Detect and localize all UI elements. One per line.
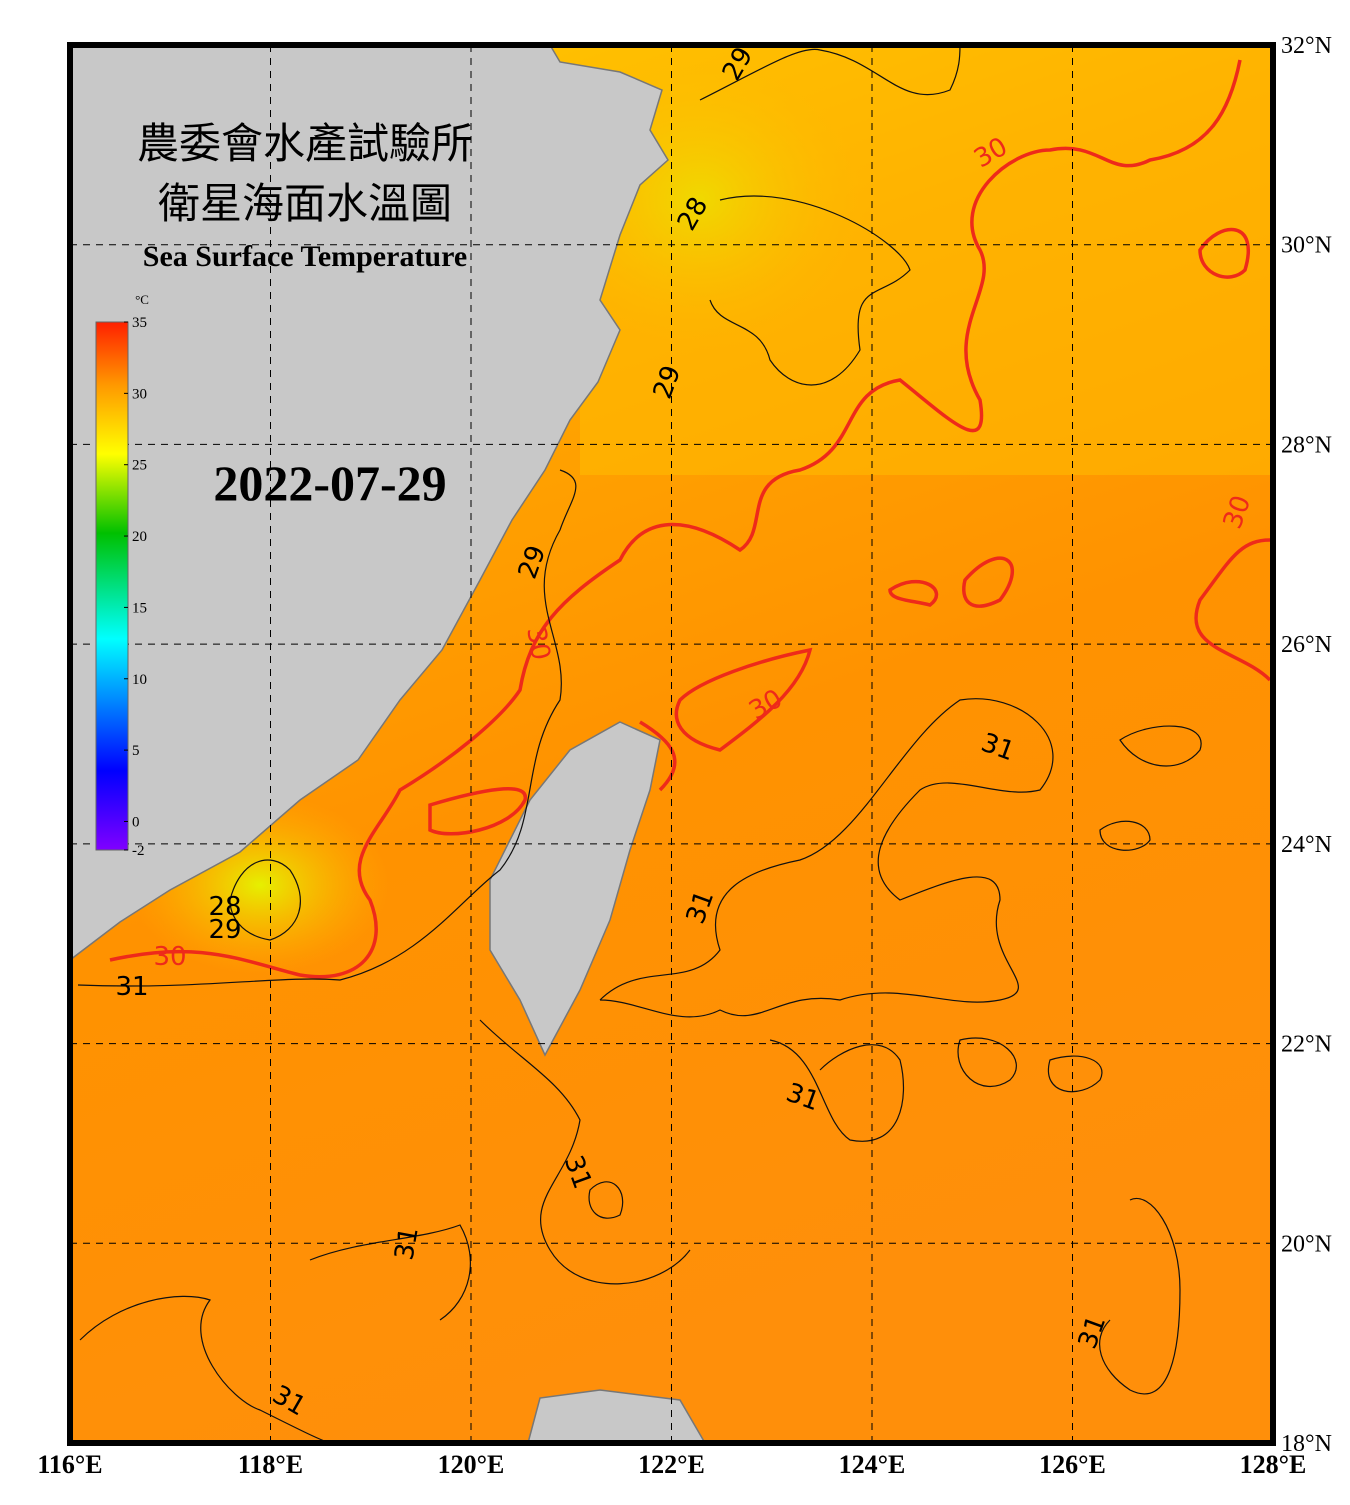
lat-label: 30°N	[1281, 233, 1332, 259]
lat-label: 22°N	[1281, 1032, 1332, 1058]
lat-label: 24°N	[1281, 832, 1332, 858]
lat-label: 28°N	[1281, 432, 1332, 458]
luzon	[527, 1389, 706, 1443]
lon-label: 126°E	[1039, 1450, 1106, 1479]
title-zh: 衛星海面水溫圖	[158, 182, 452, 228]
colorbar-label: 0	[132, 814, 140, 830]
lat-label: 26°N	[1281, 632, 1332, 658]
title-en: Sea Surface Temperature	[143, 240, 467, 273]
contour-other	[77, 45, 1202, 1443]
lat-label: 18°N	[1281, 1431, 1332, 1457]
lon-label: 118°E	[238, 1450, 303, 1479]
contour-label: 30	[153, 942, 186, 972]
colorbar-label: 15	[132, 600, 147, 616]
taiwan	[489, 721, 661, 1057]
colorbar-label: 30	[132, 386, 147, 402]
lon-label: 128°E	[1240, 1450, 1307, 1479]
colorbar-label: 25	[132, 458, 147, 474]
map-area	[70, 45, 1273, 1443]
contour-label: 29	[208, 915, 241, 945]
colorbar-label: 10	[132, 672, 147, 688]
colorbar-label: 5	[132, 743, 140, 759]
colorbar-label: -2	[132, 843, 145, 859]
lon-label: 116°E	[37, 1450, 102, 1479]
lat-label: 20°N	[1281, 1231, 1332, 1257]
contour-label: 28	[208, 892, 241, 922]
contour-label: 30	[520, 625, 555, 663]
lon-label: 120°E	[438, 1450, 505, 1479]
lat-label: 32°N	[1281, 33, 1332, 59]
title-zh: 農委會水產試驗所	[137, 121, 473, 168]
lon-label: 122°E	[638, 1450, 705, 1479]
date: 2022-07-29	[213, 455, 446, 511]
colorbar	[95, 321, 129, 851]
colorbar-unit: °C	[135, 292, 149, 307]
colorbar-label: 20	[132, 529, 147, 545]
frame	[67, 42, 1276, 1446]
lon-label: 124°E	[839, 1450, 906, 1479]
contour-label: 31	[115, 972, 148, 1002]
colorbar-label: 35	[132, 315, 147, 331]
mainland	[70, 45, 669, 961]
graticule	[70, 45, 1273, 1443]
contour-30	[109, 59, 1272, 979]
contour-label: 31	[389, 1225, 424, 1263]
